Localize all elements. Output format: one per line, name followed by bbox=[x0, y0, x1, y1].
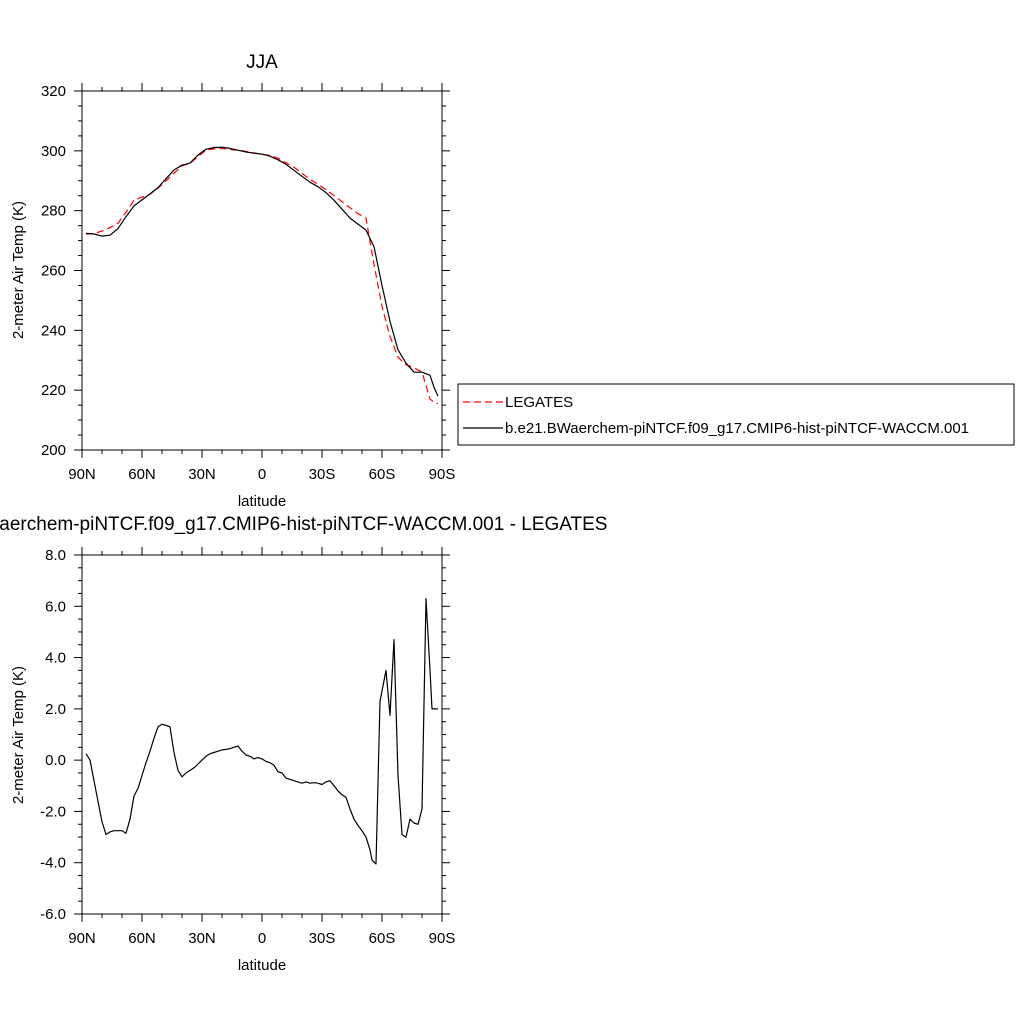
top-series-line-1 bbox=[85, 146, 439, 397]
top-x-tick-label: 60S bbox=[369, 466, 396, 483]
bottom-y-tick-label: 2.0 bbox=[45, 701, 66, 718]
bottom-y-tick-label: 8.0 bbox=[45, 547, 66, 564]
bottom-y-tick-label: 4.0 bbox=[45, 650, 66, 667]
top-plot-frame bbox=[81, 90, 443, 451]
top-x-tick-label: 0 bbox=[258, 466, 266, 483]
bottom-x-tick-label: 90S bbox=[429, 930, 456, 947]
bottom-series-line-0 bbox=[85, 597, 438, 865]
top-x-tick-label: 90N bbox=[68, 466, 96, 483]
top-x-tick-label: 90S bbox=[429, 466, 456, 483]
bottom-x-tick-label: 30N bbox=[188, 930, 216, 947]
bottom-panel: b.e21.BWaerchem-piNTCF.f09_g17.CMIP6-his… bbox=[0, 514, 607, 974]
top-y-tick-label: 280 bbox=[41, 203, 66, 220]
bottom-x-tick-label: 0 bbox=[258, 930, 266, 947]
bottom-plot-frame bbox=[81, 554, 443, 915]
bottom-x-tick-label: 30S bbox=[309, 930, 336, 947]
top-chart-title: JJA bbox=[246, 52, 278, 73]
bottom-y-tick-label: -6.0 bbox=[40, 906, 66, 923]
bottom-y-tick-label: 6.0 bbox=[45, 598, 66, 615]
top-y-axis-label: 2-meter Air Temp (K) bbox=[10, 201, 27, 339]
top-y-tick-label: 300 bbox=[41, 143, 66, 160]
top-x-axis-label: latitude bbox=[238, 493, 286, 510]
bottom-y-tick-label: -4.0 bbox=[40, 855, 66, 872]
bottom-axis-ticks: 90N 60N 30N 0 30S 60S 90S -6.0 -4.0 -2.0 0.0 2.0 4.0… bbox=[40, 547, 455, 947]
top-axis-ticks: 90N 60N 30N 0 30S 60S 90S 200 220 240 260 280 300 320 bbox=[41, 83, 455, 483]
top-y-tick-label: 260 bbox=[41, 263, 66, 280]
top-series-group bbox=[85, 146, 439, 405]
legend-label-model: b.e21.BWaerchem-piNTCF.f09_g17.CMIP6-his… bbox=[505, 420, 969, 437]
bottom-y-axis-label: 2-meter Air Temp (K) bbox=[10, 666, 27, 804]
legend-box bbox=[457, 383, 1015, 446]
bottom-x-tick-label: 60N bbox=[128, 930, 156, 947]
bottom-x-tick-label: 90N bbox=[68, 930, 96, 947]
bottom-chart-title: b.e21.BWaerchem-piNTCF.f09_g17.CMIP6-his… bbox=[0, 514, 607, 535]
legend-label-legates: LEGATES bbox=[505, 394, 573, 411]
top-panel: JJA 90N 60N 30N 0 30S 60S 90S 200 220 240 260 280 30… bbox=[10, 52, 455, 510]
bottom-x-tick-label: 60S bbox=[369, 930, 396, 947]
top-x-tick-label: 60N bbox=[128, 466, 156, 483]
bottom-y-tick-label: -2.0 bbox=[40, 803, 66, 820]
top-y-tick-label: 200 bbox=[41, 442, 66, 459]
bottom-y-tick-label: 0.0 bbox=[45, 752, 66, 769]
top-series-line-0 bbox=[85, 147, 439, 405]
top-y-tick-label: 240 bbox=[41, 322, 66, 339]
top-x-tick-label: 30S bbox=[309, 466, 336, 483]
top-y-tick-label: 220 bbox=[41, 382, 66, 399]
bottom-series-group bbox=[85, 597, 438, 865]
top-x-tick-label: 30N bbox=[188, 466, 216, 483]
legend: LEGATES b.e21.BWaerchem-piNTCF.f09_g17.C… bbox=[457, 383, 1015, 446]
bottom-x-axis-label: latitude bbox=[238, 957, 286, 974]
top-y-tick-label: 320 bbox=[41, 83, 66, 100]
